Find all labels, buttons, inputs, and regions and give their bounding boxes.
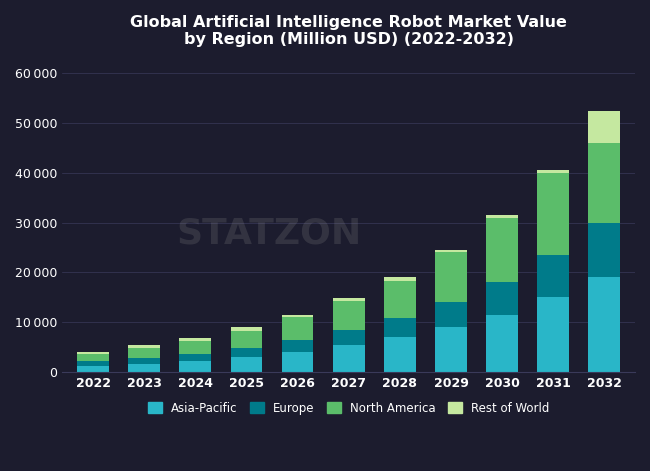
Bar — [77, 352, 109, 354]
Bar — [588, 143, 620, 223]
Bar — [435, 327, 467, 372]
Bar — [538, 171, 569, 173]
Title: Global Artificial Intelligence Robot Market Value
by Region (Million USD) (2022-: Global Artificial Intelligence Robot Mar… — [130, 15, 567, 48]
Bar — [77, 366, 109, 372]
Bar — [281, 315, 313, 317]
Bar — [538, 297, 569, 372]
Legend: Asia-Pacific, Europe, North America, Rest of World: Asia-Pacific, Europe, North America, Res… — [143, 397, 554, 419]
Bar — [77, 361, 109, 366]
Bar — [384, 281, 415, 318]
Bar — [179, 354, 211, 361]
Bar — [231, 327, 262, 331]
Bar — [435, 252, 467, 302]
Bar — [588, 277, 620, 372]
Bar — [281, 352, 313, 372]
Bar — [179, 341, 211, 354]
Bar — [333, 330, 365, 345]
Bar — [231, 357, 262, 372]
Bar — [384, 337, 415, 372]
Bar — [333, 298, 365, 301]
Bar — [128, 364, 160, 372]
Bar — [384, 318, 415, 337]
Bar — [179, 361, 211, 372]
Bar — [486, 215, 518, 218]
Bar — [281, 340, 313, 352]
Bar — [77, 354, 109, 361]
Bar — [179, 338, 211, 341]
Bar — [128, 345, 160, 348]
Bar — [231, 348, 262, 357]
Bar — [333, 301, 365, 330]
Bar — [281, 317, 313, 340]
Bar — [231, 331, 262, 348]
Bar — [435, 302, 467, 327]
Bar — [538, 255, 569, 297]
Text: STATZON: STATZON — [176, 217, 361, 251]
Bar — [384, 277, 415, 281]
Bar — [128, 348, 160, 358]
Bar — [486, 282, 518, 315]
Bar — [435, 250, 467, 252]
Bar — [128, 358, 160, 364]
Bar — [538, 173, 569, 255]
Bar — [588, 223, 620, 277]
Bar — [588, 111, 620, 143]
Bar — [333, 345, 365, 372]
Bar — [486, 218, 518, 282]
Bar — [486, 315, 518, 372]
